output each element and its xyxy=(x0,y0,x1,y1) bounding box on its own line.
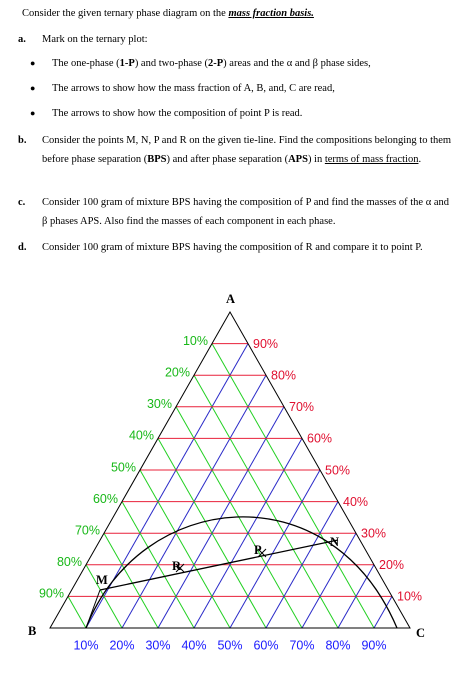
item-marker: b. xyxy=(18,135,27,146)
bottom-label: 20% xyxy=(109,638,134,652)
grid-line-b xyxy=(139,469,231,629)
bold-text: APS xyxy=(288,154,308,165)
grid-line-b xyxy=(67,596,87,629)
bottom-label: 70% xyxy=(289,638,314,652)
grid-line-b xyxy=(85,564,123,629)
grid-line-c xyxy=(337,564,375,629)
right-label: 40% xyxy=(343,495,368,509)
right-label: 70% xyxy=(289,400,314,414)
bullet: ● xyxy=(30,108,36,118)
right-label: 80% xyxy=(271,368,296,382)
bold-text: BPS xyxy=(147,154,167,165)
bold-text: 2-P xyxy=(208,58,224,69)
point-label: P xyxy=(254,543,262,557)
bold-text: 1-P xyxy=(119,58,135,69)
bottom-label: 60% xyxy=(253,638,278,652)
bottom-label: 50% xyxy=(217,638,242,652)
left-label: 80% xyxy=(57,555,82,569)
phase-boundary xyxy=(85,516,398,629)
point-label: R xyxy=(172,559,182,573)
grid-line-c xyxy=(85,343,249,629)
bullet: ● xyxy=(30,58,36,68)
right-label: 30% xyxy=(361,526,386,540)
left-label: 40% xyxy=(129,429,154,443)
triangle xyxy=(49,310,411,629)
vertex-label: C xyxy=(416,626,425,640)
grid-line-b xyxy=(121,501,195,629)
text: Consider the points M, N, P and R on the… xyxy=(42,135,452,165)
grid xyxy=(67,343,393,629)
bottom-label: 90% xyxy=(361,638,386,652)
grid-line-c xyxy=(157,406,285,629)
text: ) areas and the α and β phase sides, xyxy=(223,58,371,69)
left-label: 70% xyxy=(75,523,100,537)
left-label: 90% xyxy=(39,587,64,601)
text: The one-phase ( xyxy=(52,58,120,69)
vertex-label: A xyxy=(226,292,235,306)
text: . xyxy=(418,154,422,165)
item-text: Consider 100 gram of mixture BPS having … xyxy=(42,197,449,227)
text: ) and after phase separation ( xyxy=(166,154,289,165)
bullet-text: The arrows to show how the composition o… xyxy=(52,108,303,119)
right-label: 60% xyxy=(307,432,332,446)
bullet: ● xyxy=(30,83,36,93)
right-label: 10% xyxy=(397,590,422,604)
left-label: 20% xyxy=(165,365,190,379)
item-marker: d. xyxy=(18,242,27,253)
vertex-label: B xyxy=(28,624,36,638)
text: ) in xyxy=(307,154,325,165)
item-marker: c. xyxy=(18,197,26,208)
bullet-text: The arrows to show how the mass fraction… xyxy=(52,83,335,94)
bottom-label: 40% xyxy=(181,638,206,652)
item-text: Mark on the ternary plot: xyxy=(42,34,148,45)
bullet-text: The one-phase (1-P) and two-phase (2-P) … xyxy=(52,54,371,73)
grid-line-b xyxy=(211,343,375,629)
text: ) and two-phase ( xyxy=(134,58,208,69)
grid-line-c xyxy=(229,469,321,629)
header: Consider the given ternary phase diagram… xyxy=(22,4,314,23)
item-text: Consider 100 gram of mixture BPS having … xyxy=(42,242,423,253)
point-label: M xyxy=(96,573,108,587)
point-markers xyxy=(175,548,267,573)
underlined-text: terms of mass fraction xyxy=(324,154,419,165)
left-label: 50% xyxy=(111,460,136,474)
right-label: 90% xyxy=(253,337,278,351)
segment xyxy=(85,589,101,629)
left-label: 30% xyxy=(147,397,172,411)
right-label: 20% xyxy=(379,558,404,572)
header-emphasis: mass fraction basis. xyxy=(228,8,314,19)
grid-line-c xyxy=(373,596,393,629)
item-text: Consider the points M, N, P and R on the… xyxy=(42,131,452,169)
bottom-label: 80% xyxy=(325,638,350,652)
left-label: 60% xyxy=(93,492,118,506)
grid-line-c xyxy=(265,501,339,629)
bottom-label: 10% xyxy=(73,638,98,652)
grid-line-c xyxy=(301,532,357,629)
item-marker: a. xyxy=(18,34,26,45)
point-label: N xyxy=(330,535,339,549)
left-label: 10% xyxy=(183,334,208,348)
right-label: 50% xyxy=(325,463,350,477)
bottom-label: 30% xyxy=(145,638,170,652)
grid-line-b xyxy=(103,532,159,629)
tie-line xyxy=(99,539,339,591)
header-text: Consider the given ternary phase diagram… xyxy=(22,8,229,19)
